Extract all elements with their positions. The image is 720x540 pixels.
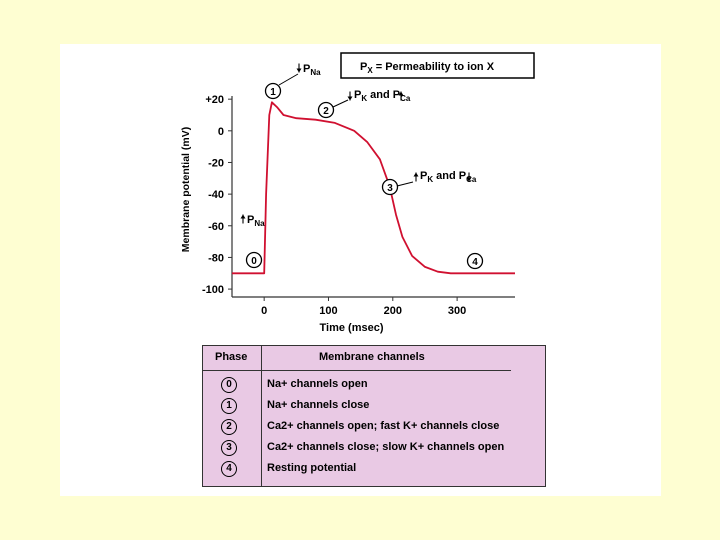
x-tick-label: 300 <box>448 305 466 317</box>
slide-panel: +20 0 -20 -40 -60 -80 -100 0 100 200 300 Time (msec… <box>60 44 661 496</box>
leader-pna-down <box>278 73 299 86</box>
phase-description: Ca2+ channels close; slow K+ channels op… <box>267 441 505 453</box>
arrow-pna-up-head <box>240 214 246 219</box>
phase-marker-label: 2 <box>323 106 329 117</box>
phase-marker-circle <box>466 252 484 270</box>
y-tick-label: -40 <box>208 189 224 201</box>
leader-pk-pca-1 <box>332 99 349 108</box>
y-tick-label: -100 <box>202 284 224 296</box>
phase-number: 1 <box>221 398 237 414</box>
phase-marker-circle <box>317 101 335 119</box>
pna-down-label: PNa <box>303 63 321 77</box>
arrow-pca-up-head <box>398 91 404 96</box>
phase-marker-label: 0 <box>251 256 257 267</box>
header-phase: Phase <box>215 351 248 363</box>
phase-description: Ca2+ channels open; fast K+ channels clo… <box>267 420 500 432</box>
y-axis-label: Membrane potential (mV) <box>180 127 192 252</box>
pna-up-label: PNa <box>247 214 265 228</box>
phase-marker-label: 1 <box>270 87 276 98</box>
y-tick-label: -20 <box>208 157 224 169</box>
phase-marker-circle <box>264 82 282 100</box>
phase-number: 2 <box>221 419 237 435</box>
arrow-pk-up-head <box>413 172 419 177</box>
x-tick-label: 0 <box>261 305 267 317</box>
y-tick-label: -80 <box>208 252 224 264</box>
action-potential-curve <box>232 101 515 275</box>
table-header: Phase Membrane channels <box>203 346 545 370</box>
phase-row: 4 Resting potential <box>203 460 545 480</box>
phase-marker-circle <box>245 251 263 269</box>
pk-down-pca-up-label: PK and PCa <box>354 89 411 103</box>
phase-description: Na+ channels close <box>267 399 370 411</box>
phase-number: 3 <box>221 440 237 456</box>
arrow-pk-down-head <box>347 96 353 101</box>
phase-row: 1 Na+ channels close <box>203 397 545 417</box>
x-tick-label: 100 <box>319 305 337 317</box>
y-tick-label: 0 <box>218 126 224 138</box>
legend-box <box>340 52 535 79</box>
arrow-pna-down-head <box>296 68 302 73</box>
header-channels: Membrane channels <box>319 351 425 363</box>
action-potential-figure: +20 0 -20 -40 -60 -80 -100 0 100 200 300 Time (msec… <box>180 52 535 334</box>
phase-description: Resting potential <box>267 462 357 474</box>
arrow-pca-down-head <box>466 177 472 182</box>
column-divider <box>261 346 262 486</box>
phase-number: 4 <box>221 461 237 477</box>
phase-marker-label: 3 <box>387 183 393 194</box>
y-tick-label: +20 <box>205 94 224 106</box>
phase-marker-circle <box>381 178 399 196</box>
phase-row: 0 Na+ channels open <box>203 376 545 396</box>
phase-number: 0 <box>221 377 237 393</box>
leader-pk-pca-2 <box>396 181 414 187</box>
y-tick-label: -60 <box>208 221 224 233</box>
phase-table: Phase Membrane channels 0 Na+ channels op… <box>202 345 546 487</box>
phase-row: 3 Ca2+ channels close; slow K+ channels o… <box>203 439 545 459</box>
x-axis-label: Time (msec) <box>320 322 384 334</box>
x-tick-label: 200 <box>384 305 402 317</box>
phase-marker-label: 4 <box>472 257 478 268</box>
phase-description: Na+ channels open <box>267 378 368 390</box>
phase-row: 2 Ca2+ channels open; fast K+ channels cl… <box>203 418 545 438</box>
pk-up-pca-down-label: PK and PCa <box>420 170 477 184</box>
legend-text: PX = Permeability to ion X <box>360 61 495 75</box>
header-divider <box>203 370 511 371</box>
